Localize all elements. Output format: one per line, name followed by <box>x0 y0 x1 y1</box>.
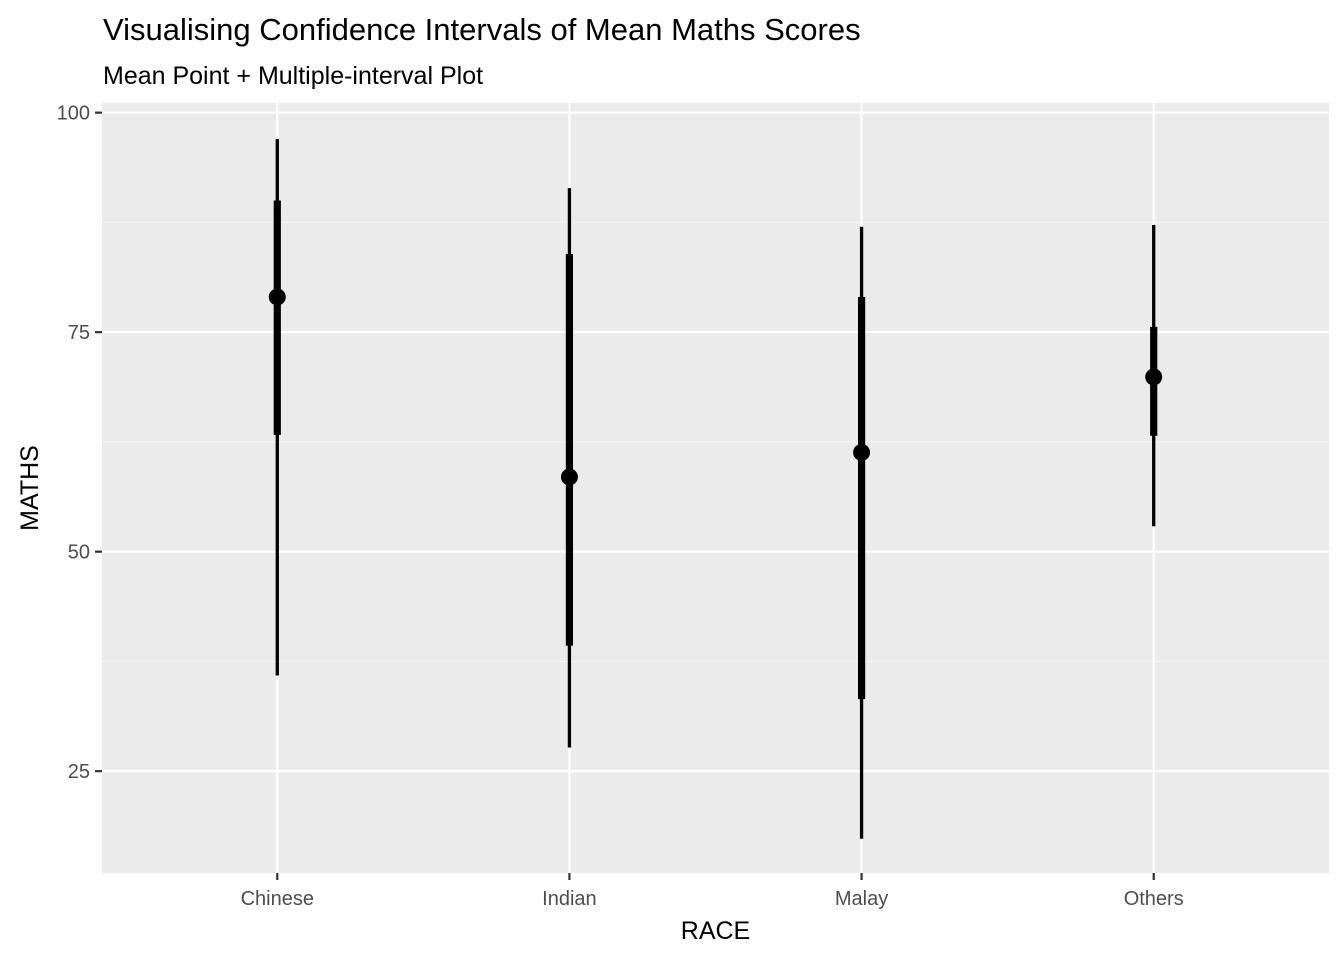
y-tick-label: 25 <box>68 761 90 783</box>
interval-group-others <box>1145 225 1163 527</box>
y-axis: 25 50 75 100 <box>57 103 102 783</box>
mean-point <box>268 288 286 306</box>
mean-point <box>1145 368 1163 386</box>
x-tick-label: Others <box>1124 888 1184 910</box>
x-tick-label: Malay <box>835 888 888 910</box>
x-axis-title: RACE <box>681 917 750 945</box>
interval-group-indian <box>560 188 578 748</box>
chart-subtitle: Mean Point + Multiple-interval Plot <box>103 62 483 90</box>
plot-panel <box>102 103 1329 873</box>
x-tick-label: Chinese <box>241 888 314 910</box>
mean-point <box>560 468 578 486</box>
mean-point <box>853 443 871 461</box>
interval-marks <box>268 138 1163 839</box>
interval-group-malay <box>853 226 871 839</box>
y-tick-label: 100 <box>57 103 90 125</box>
y-axis-title: MATHS <box>16 445 44 531</box>
interval-group-chinese <box>268 138 286 676</box>
y-tick-label: 50 <box>68 542 90 564</box>
minor-gridlines <box>102 221 1329 662</box>
x-tick-label: Indian <box>542 888 597 910</box>
chart-title: Visualising Confidence Intervals of Mean… <box>103 12 861 47</box>
x-axis: Chinese Indian Malay Others <box>241 873 1184 910</box>
y-tick-label: 75 <box>68 322 90 344</box>
